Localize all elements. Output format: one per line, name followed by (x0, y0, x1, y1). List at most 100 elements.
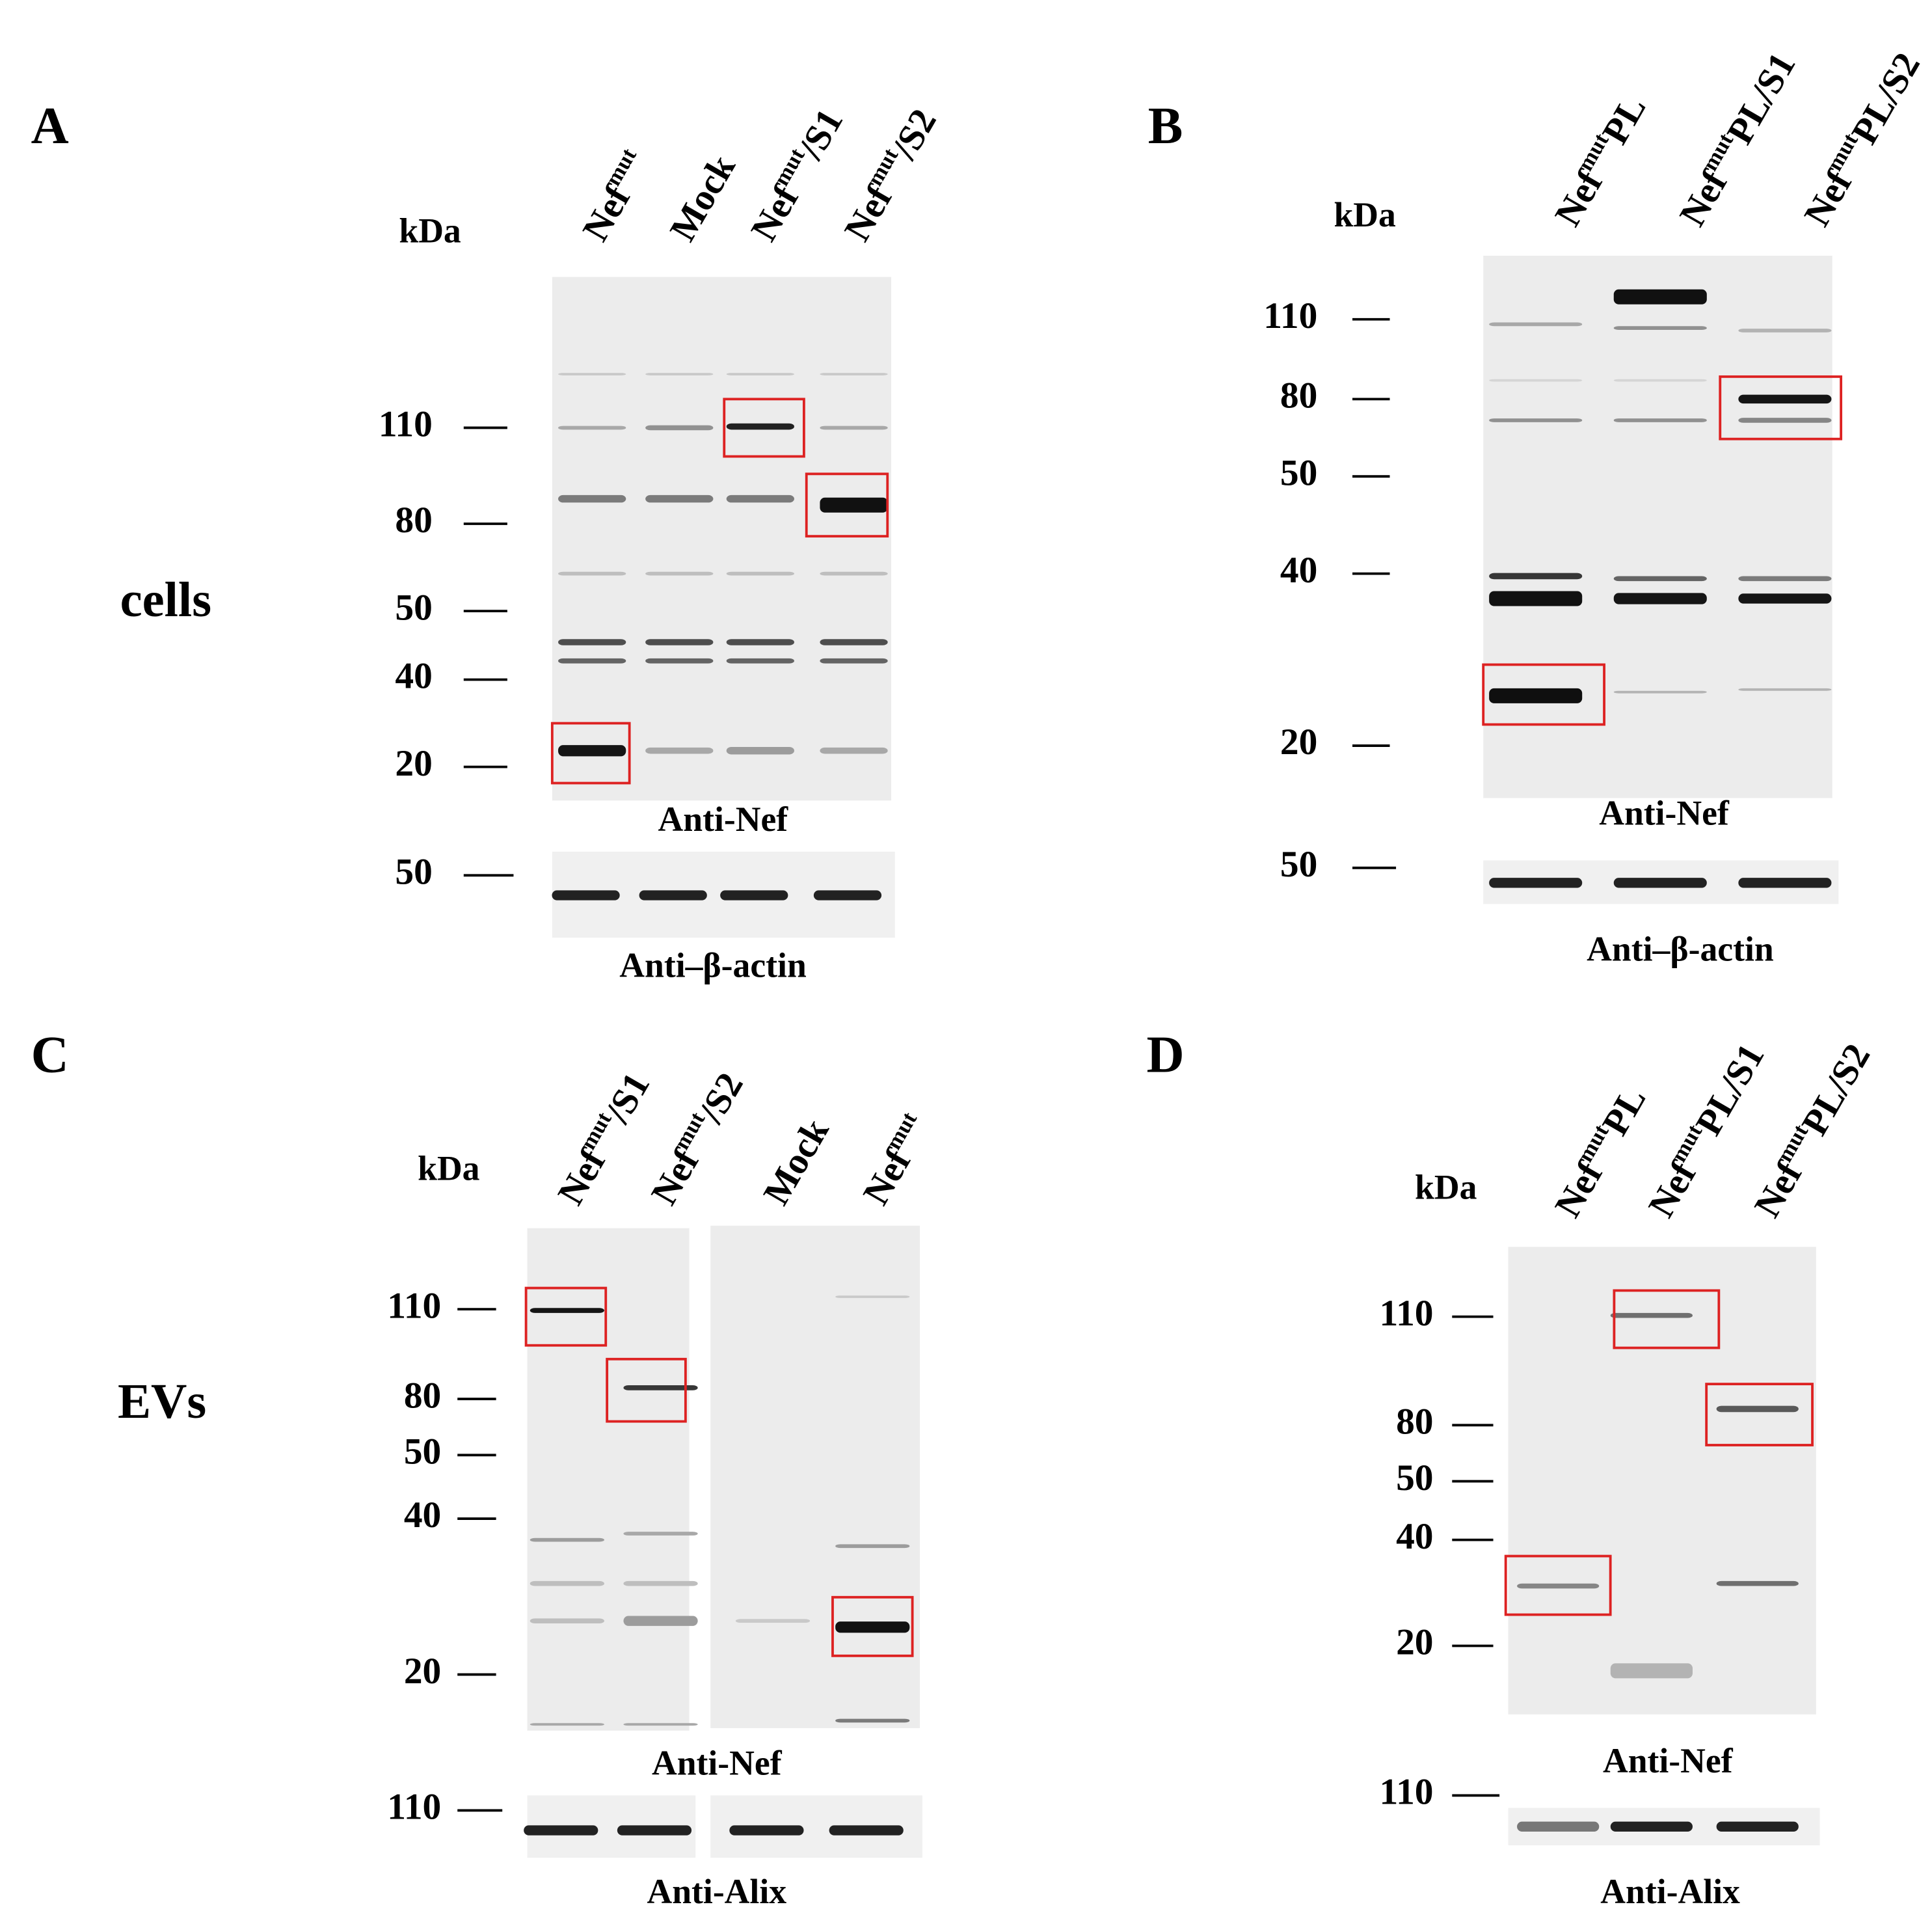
marker-label: 50 (395, 852, 432, 893)
band (820, 373, 888, 375)
band (558, 373, 626, 375)
band (530, 1308, 604, 1313)
band (645, 373, 714, 375)
row-label: EVs (118, 1374, 206, 1429)
loading-band (1738, 878, 1832, 888)
band (835, 1295, 910, 1298)
gel (527, 1228, 690, 1731)
marker-label: 20 (404, 1651, 441, 1692)
band (645, 747, 714, 754)
highlight-box (805, 472, 889, 538)
band (726, 746, 794, 755)
band (1489, 418, 1583, 422)
band (1613, 690, 1707, 694)
band (1489, 322, 1583, 327)
band (558, 658, 626, 664)
band (623, 1723, 698, 1726)
marker-label: 50 (395, 587, 432, 628)
band (623, 1385, 698, 1390)
band (1489, 688, 1583, 703)
band (820, 658, 888, 664)
band (726, 423, 794, 430)
band (1517, 1583, 1600, 1589)
loading-band (524, 1825, 598, 1836)
loading-band (552, 890, 620, 901)
band (1738, 329, 1832, 332)
band (1613, 593, 1707, 604)
highlight-box (606, 1357, 687, 1423)
antibody-label: Anti-Nef (1603, 1741, 1734, 1780)
marker-label: 40 (1280, 550, 1317, 591)
band (558, 571, 626, 576)
antibody-label: Anti-Alix (1600, 1872, 1740, 1911)
marker-label: 80 (1280, 375, 1317, 416)
band (558, 639, 626, 645)
band (820, 497, 888, 513)
unit-label: kDa (399, 211, 461, 251)
band (726, 639, 794, 645)
band (623, 1532, 698, 1536)
gel (710, 1225, 920, 1728)
marker-label: 50 (404, 1431, 441, 1472)
loading-band (1716, 1821, 1799, 1832)
band (835, 1621, 910, 1633)
unit-label: kDa (1415, 1167, 1477, 1206)
band (820, 426, 888, 430)
band (1613, 418, 1707, 422)
loading-band (720, 890, 788, 901)
marker-label: 110 (1380, 1293, 1434, 1334)
band (558, 426, 626, 430)
panel-label: A (31, 97, 69, 155)
band (1613, 379, 1707, 382)
marker-label: 80 (1396, 1402, 1433, 1443)
antibody-label: Anti-Nef (652, 1744, 783, 1783)
band (530, 1580, 604, 1586)
band (645, 639, 714, 645)
marker-label: 40 (1396, 1516, 1433, 1557)
marker-label: 50 (1280, 844, 1317, 885)
loading-band (639, 890, 707, 901)
band (1738, 593, 1832, 604)
gel (552, 277, 892, 801)
band (820, 639, 888, 645)
band (1489, 379, 1583, 382)
band (1716, 1580, 1799, 1586)
loading-band (813, 890, 882, 901)
gel (1483, 256, 1832, 798)
band (645, 571, 714, 576)
band (1716, 1405, 1799, 1413)
loading-band (1489, 878, 1583, 888)
highlight-box (1504, 1554, 1612, 1616)
band (645, 658, 714, 664)
band (835, 1544, 910, 1549)
panel-label: C (31, 1025, 69, 1083)
band (1738, 418, 1832, 423)
marker-label: 20 (1396, 1622, 1433, 1663)
band (645, 495, 714, 503)
highlight-box (1705, 1383, 1814, 1446)
antibody-label: Anti-Nef (1599, 794, 1730, 833)
marker-label: 20 (1280, 722, 1317, 763)
band (1738, 688, 1832, 691)
highlight-box (723, 398, 805, 458)
highlight-box (831, 1595, 914, 1657)
marker-label: 20 (395, 743, 432, 784)
antibody-label: Anti-Alix (647, 1872, 786, 1911)
unit-label: kDa (418, 1149, 480, 1188)
antibody-label: Anti-Nef (658, 800, 789, 839)
band (623, 1616, 698, 1626)
marker-label: 110 (379, 404, 433, 445)
loading-band (1610, 1821, 1693, 1832)
marker-label: 80 (404, 1375, 441, 1416)
marker-label: 110 (1263, 295, 1317, 336)
highlight-box (524, 1286, 608, 1347)
band (1613, 326, 1707, 331)
band (530, 1538, 604, 1542)
loading-band (829, 1825, 904, 1836)
unit-label: kDa (1334, 195, 1396, 234)
panel-label: B (1148, 97, 1183, 155)
band (1489, 573, 1583, 580)
highlight-box (550, 722, 631, 785)
loading-band (1613, 878, 1707, 888)
loading-band (1517, 1821, 1600, 1832)
